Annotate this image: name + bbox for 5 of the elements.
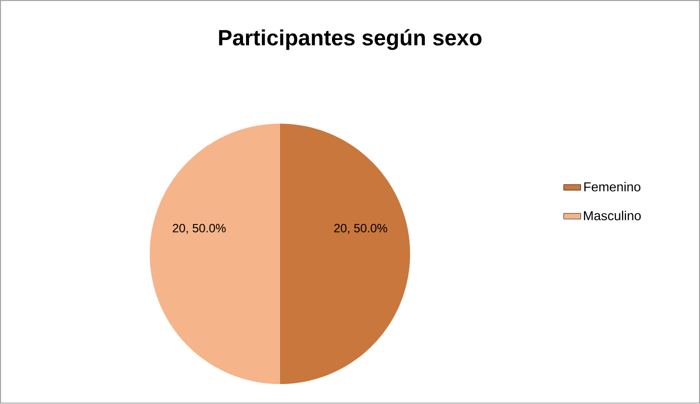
chart-title: Participantes según sexo <box>219 29 482 50</box>
legend-label: Masculino <box>584 210 641 220</box>
data-label: 20, 50.0% <box>172 224 226 234</box>
data-label: 20, 50.0% <box>334 224 388 234</box>
legend-label: Femenino <box>584 182 640 192</box>
